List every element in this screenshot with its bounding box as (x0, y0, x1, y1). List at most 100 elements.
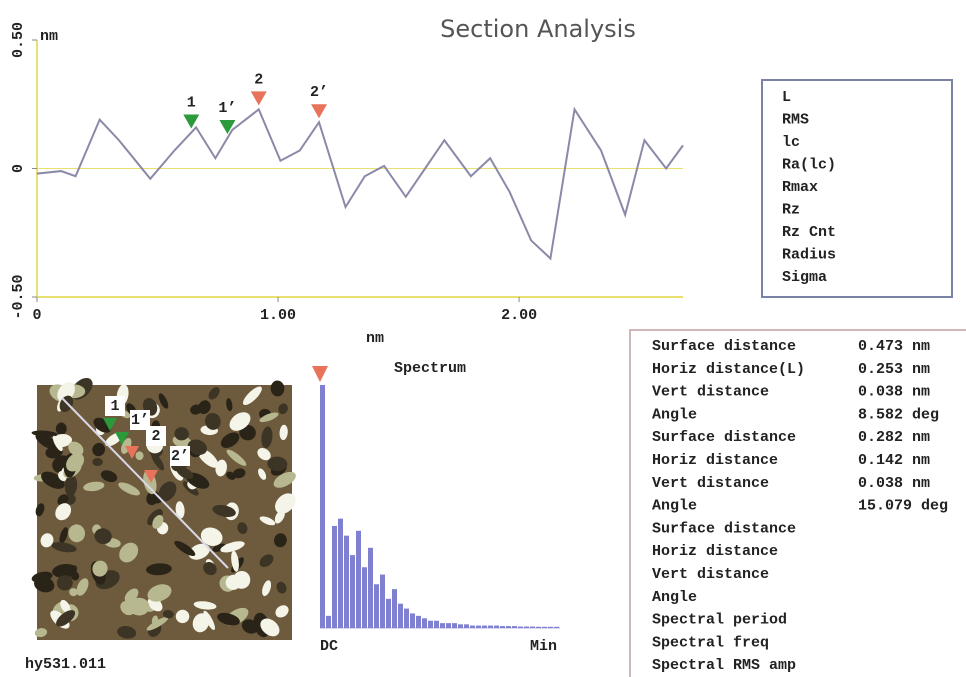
image-marker-label: 1 (110, 398, 119, 415)
image-grain (187, 439, 208, 455)
y-tick-label: 0.50 (10, 22, 27, 58)
image-grain (259, 412, 279, 423)
spectrum-bar (416, 615, 421, 628)
image-grain (59, 527, 68, 544)
section-line (61, 397, 229, 569)
stat-label: lc (782, 134, 800, 151)
image-label-box (170, 446, 190, 466)
result-label: Horiz distance (652, 543, 778, 560)
y-unit: nm (40, 28, 58, 45)
stat-label: RMS (782, 111, 809, 128)
spectrum-bar (368, 547, 373, 628)
spectrum-bar (518, 626, 523, 628)
image-grain (64, 474, 78, 497)
spectrum-bar (398, 603, 403, 628)
image-grain (69, 588, 78, 597)
result-value: 0.282 nm (858, 429, 930, 446)
spectrum-bar (470, 625, 475, 628)
image-grain (270, 380, 285, 397)
image-grain (83, 481, 105, 492)
image-grain (203, 562, 217, 576)
result-label: Vert distance (652, 566, 769, 583)
image-grain (242, 386, 262, 406)
spectrum-bar (386, 598, 391, 628)
image-grain (55, 422, 67, 436)
image-marker (115, 432, 129, 445)
result-value: 0.142 nm (858, 452, 930, 469)
spectrum-bar (452, 623, 457, 628)
image-grain (225, 574, 241, 590)
spectrum-bar (494, 625, 499, 628)
image-grain (94, 528, 112, 545)
image-label-box (105, 396, 125, 416)
spectrum-bar (356, 530, 361, 628)
x-tick-label: 2.00 (501, 307, 537, 324)
image-grain (193, 601, 217, 610)
image-grain (146, 616, 169, 631)
image-grain (175, 501, 185, 519)
image-grain (233, 468, 246, 479)
result-label: Spectral period (652, 612, 787, 629)
spectrum-bar (344, 535, 349, 628)
spectrum-bar (332, 525, 337, 628)
image-label-box (146, 426, 166, 446)
image-grain (176, 467, 194, 480)
image-grain (229, 412, 251, 431)
image-grain (92, 458, 103, 467)
image-grain (52, 435, 63, 452)
image-grain (40, 533, 54, 548)
marker-label: 2’ (310, 84, 328, 101)
spectrum-start-label: DC (320, 638, 338, 655)
window-title: Section Analysis (440, 15, 636, 43)
stat-label: Sigma (782, 269, 827, 286)
image-marker-label: 2’ (171, 448, 189, 465)
y-tick-label: -0.50 (10, 274, 27, 319)
image-marker (103, 418, 117, 431)
spectrum-bar (524, 626, 529, 628)
image-grain (146, 563, 172, 576)
result-label: Surface distance (652, 520, 796, 537)
image-grain (68, 524, 86, 543)
image-label-box (130, 410, 150, 430)
image-grain (231, 550, 239, 572)
image-grain (259, 516, 276, 526)
x-tick-label: 1.00 (260, 307, 296, 324)
spectrum-bar (374, 584, 379, 628)
x-tick-label: 0 (32, 307, 41, 324)
spectrum-bar (380, 574, 385, 628)
stat-label: Rz Cnt (782, 224, 836, 241)
image-grain (120, 600, 135, 616)
spectrum-bar (458, 624, 463, 628)
image-grain (274, 533, 287, 548)
stat-label: Radius (782, 246, 836, 263)
spectrum-bar (488, 625, 493, 628)
image-grain (124, 588, 139, 603)
image-grain (204, 412, 221, 430)
image-grain (258, 468, 267, 480)
image-grain (147, 584, 172, 602)
image-grain (152, 515, 164, 529)
spectrum-bar (542, 626, 547, 628)
image-grain (226, 449, 247, 466)
image-grain (100, 470, 118, 483)
image-grain (220, 541, 245, 553)
section-marker (250, 91, 267, 106)
image-grain (212, 504, 236, 517)
result-label: Angle (652, 498, 697, 515)
spectrum-bar (404, 608, 409, 628)
spectrum-bar (482, 625, 487, 628)
result-value: 0.038 nm (858, 475, 930, 492)
result-label: Horiz distance(L) (652, 361, 805, 378)
image-grain (226, 398, 233, 412)
image-grain (68, 441, 84, 456)
image-grain (66, 453, 85, 472)
image-grain (215, 459, 227, 477)
image-grain (150, 451, 165, 471)
spectrum-bar (536, 626, 541, 628)
profile-line (36, 106, 684, 261)
image-grain (220, 432, 240, 448)
image-grain (190, 404, 202, 415)
image-grain (119, 542, 139, 563)
